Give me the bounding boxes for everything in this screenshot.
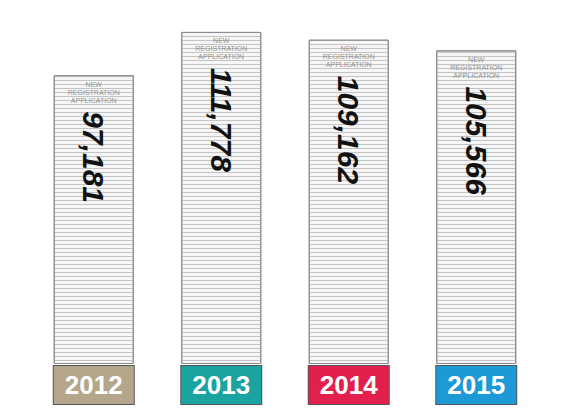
svg-text:2012: 2012 (65, 370, 123, 400)
svg-text:NEW: NEW (86, 81, 103, 88)
svg-text:2015: 2015 (447, 370, 505, 400)
svg-text:APPLICATION: APPLICATION (198, 53, 244, 60)
svg-text:97,181: 97,181 (77, 111, 110, 203)
svg-text:APPLICATION: APPLICATION (71, 97, 117, 104)
svg-text:APPLICATION: APPLICATION (326, 61, 372, 68)
svg-text:REGISTRATION: REGISTRATION (323, 53, 375, 60)
svg-text:109,162: 109,162 (332, 76, 365, 185)
svg-text:APPLICATION: APPLICATION (453, 72, 499, 79)
svg-text:NEW: NEW (213, 37, 230, 44)
svg-text:REGISTRATION: REGISTRATION (68, 89, 120, 96)
svg-text:REGISTRATION: REGISTRATION (450, 64, 502, 71)
svg-text:2014: 2014 (320, 370, 378, 400)
svg-text:2013: 2013 (192, 370, 250, 400)
svg-text:REGISTRATION: REGISTRATION (195, 45, 247, 52)
svg-text:NEW: NEW (341, 45, 358, 52)
svg-text:105,566: 105,566 (460, 86, 493, 195)
svg-text:111,778: 111,778 (205, 68, 238, 172)
svg-text:NEW: NEW (468, 56, 485, 63)
